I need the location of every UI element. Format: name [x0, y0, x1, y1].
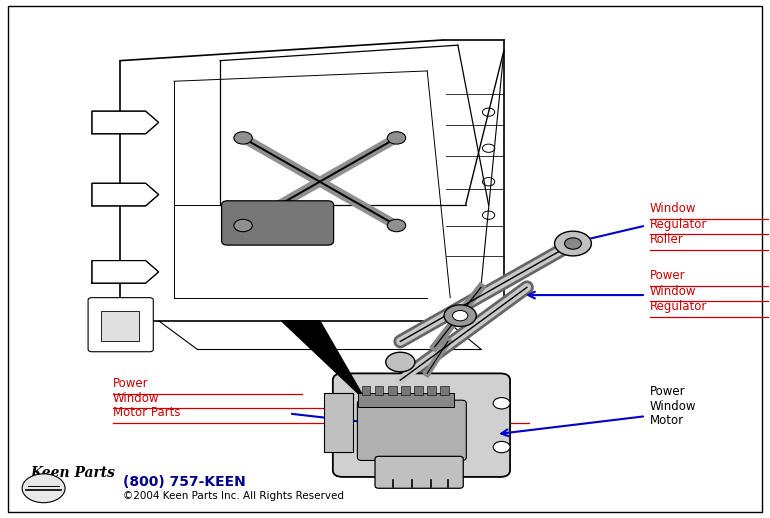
Text: (800) 757-KEEN: (800) 757-KEEN: [122, 474, 246, 488]
Text: Motor Parts: Motor Parts: [112, 406, 180, 419]
Text: Window: Window: [112, 392, 159, 405]
Text: Power: Power: [112, 378, 149, 391]
Text: ©2004 Keen Parts Inc. All Rights Reserved: ©2004 Keen Parts Inc. All Rights Reserve…: [122, 491, 343, 501]
FancyBboxPatch shape: [333, 373, 510, 477]
Bar: [358, 394, 454, 407]
Bar: [375, 386, 383, 395]
Polygon shape: [92, 183, 159, 206]
Circle shape: [234, 219, 253, 232]
Text: Regulator: Regulator: [650, 218, 707, 231]
Text: Motor: Motor: [650, 414, 684, 427]
Bar: [388, 386, 397, 395]
FancyBboxPatch shape: [88, 298, 153, 352]
Text: Window: Window: [650, 399, 696, 412]
Circle shape: [483, 144, 494, 152]
Circle shape: [387, 132, 406, 144]
Text: Keen Parts: Keen Parts: [31, 466, 115, 480]
Bar: [414, 386, 423, 395]
Bar: [323, 393, 353, 452]
Text: Regulator: Regulator: [650, 300, 707, 313]
Bar: [401, 386, 410, 395]
Circle shape: [386, 352, 415, 372]
Bar: [440, 386, 449, 395]
Text: Window: Window: [650, 285, 696, 298]
Circle shape: [483, 108, 494, 116]
Text: Roller: Roller: [650, 233, 684, 246]
Circle shape: [483, 178, 494, 186]
FancyBboxPatch shape: [375, 456, 464, 488]
Text: Window: Window: [650, 202, 696, 215]
Circle shape: [493, 398, 510, 409]
Circle shape: [22, 474, 65, 502]
Circle shape: [483, 211, 494, 219]
Bar: [427, 386, 436, 395]
Circle shape: [234, 132, 253, 144]
Circle shape: [453, 310, 468, 321]
Polygon shape: [281, 321, 366, 401]
Circle shape: [387, 219, 406, 232]
FancyBboxPatch shape: [222, 201, 333, 245]
Circle shape: [564, 238, 581, 249]
Bar: [101, 310, 139, 341]
Circle shape: [493, 441, 510, 453]
Bar: [362, 386, 370, 395]
Polygon shape: [92, 111, 159, 134]
FancyBboxPatch shape: [357, 400, 467, 461]
Polygon shape: [92, 261, 159, 283]
Circle shape: [554, 231, 591, 256]
Text: Power: Power: [650, 385, 685, 398]
Circle shape: [444, 305, 477, 326]
Text: Power: Power: [650, 269, 685, 282]
